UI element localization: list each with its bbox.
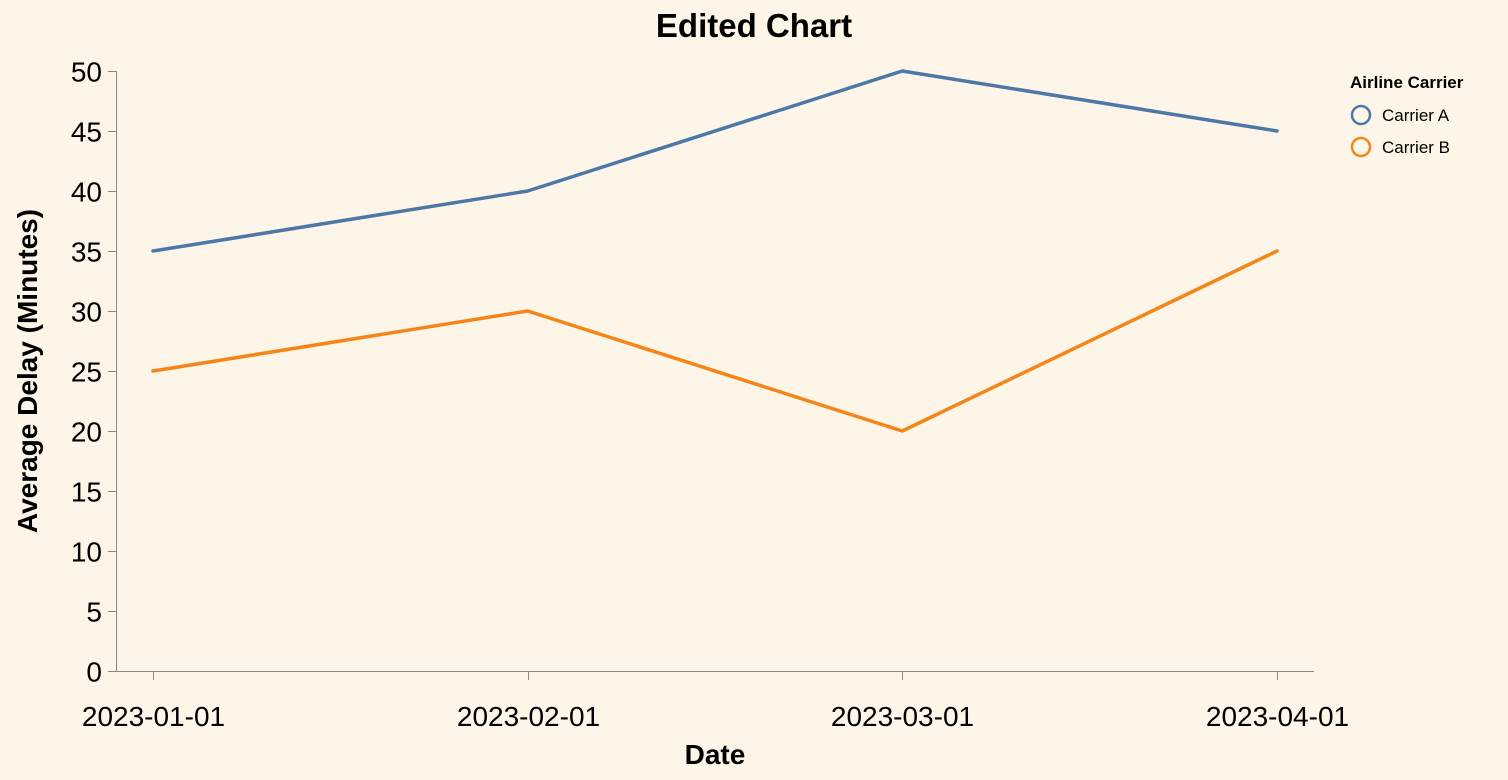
x-axis: 2023-01-01 2023-02-01 2023-03-01 2023-04-01	[82, 671, 1349, 732]
y-axis-title: Average Delay (Minutes)	[12, 209, 43, 533]
y-tick-label: 5	[86, 597, 102, 628]
series-line-carrier-a	[151, 69, 1279, 253]
x-tick-label: 2023-01-01	[82, 701, 225, 732]
legend-title: Airline Carrier	[1350, 73, 1464, 92]
legend-label: Carrier B	[1382, 138, 1450, 157]
series-line-carrier-b	[151, 249, 1279, 433]
y-tick-label: 0	[86, 657, 102, 688]
y-tick-label: 50	[71, 57, 102, 88]
y-tick-label: 35	[71, 237, 102, 268]
legend-label: Carrier A	[1382, 106, 1450, 125]
y-tick-label: 10	[71, 537, 102, 568]
y-tick-label: 45	[71, 117, 102, 148]
y-tick-label: 20	[71, 417, 102, 448]
x-axis-title: Date	[685, 739, 746, 770]
series-layer	[151, 69, 1279, 433]
legend-symbol	[1350, 136, 1372, 158]
y-tick-label: 15	[71, 477, 102, 508]
x-tick-label: 2023-03-01	[831, 701, 974, 732]
x-tick-label: 2023-02-01	[457, 701, 600, 732]
y-tick-label: 40	[71, 177, 102, 208]
y-axis: 0 5 10 15 20 25 30 35 40 45 50	[71, 57, 117, 688]
x-tick-label: 2023-04-01	[1206, 701, 1349, 732]
legend-symbol	[1350, 104, 1372, 126]
y-tick-label: 30	[71, 297, 102, 328]
chart-title: Edited Chart	[656, 7, 852, 44]
legend: Airline Carrier Carrier A Carrier B	[1350, 73, 1464, 158]
y-tick-label: 25	[71, 357, 102, 388]
